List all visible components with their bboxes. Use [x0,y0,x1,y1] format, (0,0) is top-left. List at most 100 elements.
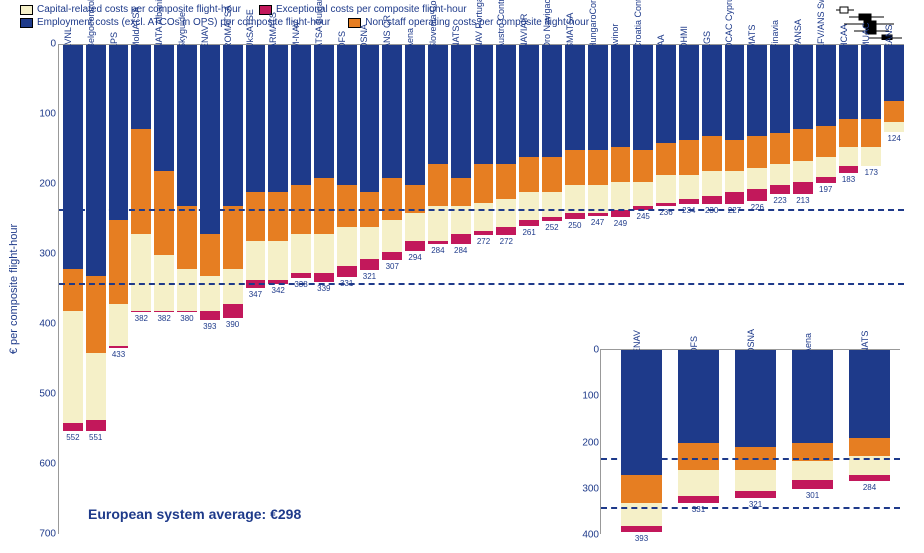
bar-segment-capital [633,182,653,207]
bar-segment-capital [792,461,833,480]
bar-total-label: 342 [272,286,285,295]
legend-swatch [20,18,33,28]
category-label: EANS [884,24,894,49]
bar-segment-nonstaff [849,438,890,457]
bar-segment-employment [451,45,471,178]
bar-total-label: 213 [796,196,809,205]
bar-total-label: 347 [249,290,262,299]
bar-stack [63,45,83,431]
bar-stack [109,45,129,348]
category-label: ANS CR [382,15,392,49]
bar-stack [474,45,494,235]
category-label: LGS [702,31,712,49]
bar-segment-exceptional [725,192,745,204]
bar-segment-nonstaff [884,101,904,122]
bar-segment-capital [816,157,836,177]
bar-segment-employment [63,45,83,269]
bar-segment-nonstaff [621,475,662,503]
bar-segment-capital [678,470,719,495]
category-label: DFS [689,336,699,354]
category-label: HCAA [839,24,849,49]
bar-column: LFV/ANS Sweden197 [816,45,836,194]
category-label: Skyguide [177,12,187,49]
bar-segment-capital [884,122,904,132]
bar-segment-employment [839,45,859,119]
bar-segment-capital [360,227,380,259]
bar-segment-exceptional [86,420,106,431]
bar-total-label: 551 [89,433,102,442]
bar-stack [86,45,106,431]
bar-total-label: 249 [614,219,627,228]
bar-total-label: 393 [203,322,216,331]
bar-stack [735,350,776,498]
inset-chart: 0100200300400 ENAV393DFS331DSNA321Aena30… [600,349,900,534]
bar-stack [405,45,425,251]
category-label: Aena [803,333,813,354]
bar-column: Slovenia Control284 [428,45,448,255]
bar-stack [565,45,585,219]
bar-segment-employment [816,45,836,126]
bar-segment-employment [725,45,745,140]
bar-segment-capital [861,147,881,167]
bar-column: NATS284 [451,45,471,255]
bar-column: NATS284 [849,350,890,492]
bar-segment-capital [268,241,288,280]
bar-segment-employment [314,45,334,178]
bar-stack [678,350,719,503]
bar-stack [611,45,631,217]
bar-segment-exceptional [109,346,129,348]
bar-stack [861,45,881,166]
bar-segment-exceptional [337,266,357,277]
bar-segment-exceptional [177,311,197,312]
bar-column: ARMATS342 [268,45,288,295]
bar-column: Croatia Control245 [633,45,653,221]
bar-segment-employment [405,45,425,185]
bar-segment-nonstaff [131,129,151,234]
bar-segment-capital [679,175,699,200]
category-label: Aena [405,28,415,49]
category-label: DSNA [746,329,756,354]
bar-segment-employment [747,45,767,136]
bar-segment-capital [314,234,334,273]
bar-segment-exceptional [360,259,380,270]
bar-segment-nonstaff [63,269,83,311]
y-tick: 100 [39,109,56,120]
bar-segment-nonstaff [154,171,174,255]
bar-total-label: 247 [591,218,604,227]
bar-segment-exceptional [565,213,585,219]
bar-stack [177,45,197,312]
bar-segment-capital [405,213,425,241]
bar-segment-exceptional [405,241,425,251]
bar-segment-nonstaff [611,147,631,182]
category-label: MUAC [861,23,871,50]
bar-column: HungaroControl247 [588,45,608,227]
bar-stack [793,45,813,194]
bar-segment-capital [519,192,539,220]
category-label: DSNA [359,24,369,49]
bar-segment-nonstaff [565,150,585,185]
bar-stack [702,45,722,204]
bar-stack [291,45,311,278]
bar-stack [725,45,745,204]
bar-stack [246,45,266,288]
y-tick: 600 [39,459,56,470]
category-label: Belgocontrol [86,0,96,49]
bar-segment-nonstaff [86,276,106,353]
bar-segment-employment [291,45,311,185]
bar-segment-employment [621,350,662,475]
bar-segment-employment [861,45,881,119]
bar-stack [200,45,220,320]
bar-segment-capital [656,175,676,203]
bar-segment-nonstaff [246,192,266,241]
bar-segment-exceptional [678,496,719,503]
bar-column: HCAA183 [839,45,859,184]
bar-segment-exceptional [839,166,859,173]
bar-column: Oro Navigacija252 [542,45,562,232]
bar-stack [849,350,890,481]
category-label: PANSA [793,19,803,49]
bar-segment-employment [679,45,699,140]
bar-stack [656,45,676,206]
bar-segment-nonstaff [268,192,288,241]
bar-segment-capital [725,171,745,192]
bar-segment-nonstaff [747,136,767,168]
